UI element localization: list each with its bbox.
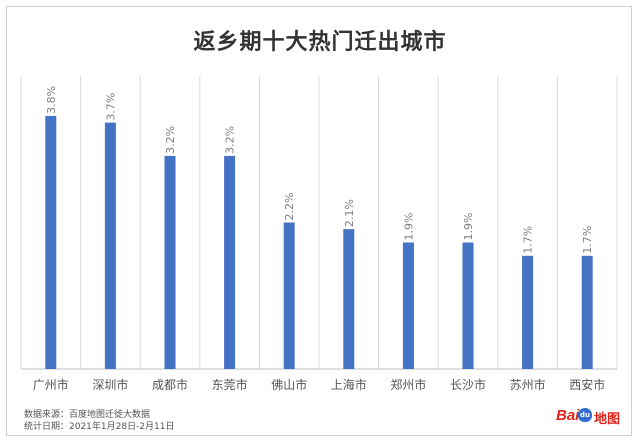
data-label: 2.2%	[283, 193, 296, 221]
x-tick-label: 上海市	[331, 377, 367, 392]
paw-icon: du	[578, 408, 592, 422]
bar	[164, 155, 176, 369]
x-tick-label: 苏州市	[510, 377, 546, 392]
bar	[343, 229, 355, 369]
bar	[581, 255, 593, 369]
data-label: 3.8%	[45, 86, 58, 114]
x-tick-label: 广州市	[33, 377, 69, 392]
logo-bai-text: Bai	[556, 407, 580, 424]
bar	[45, 115, 57, 369]
data-source-note: 数据来源：百度地图迁徙大数据	[24, 410, 151, 420]
logo-map-text: 地图	[594, 412, 621, 427]
baidu-map-logo: Bai du 地图	[556, 406, 626, 428]
x-tick-label: 西安市	[569, 377, 605, 392]
bar	[283, 222, 295, 369]
x-tick-label: 佛山市	[271, 377, 307, 392]
x-tick-label: 深圳市	[92, 377, 128, 392]
data-label: 2.1%	[343, 199, 356, 227]
date-range-note: 统计日期：2021年1月28日-2月11日	[24, 422, 175, 432]
data-label: 3.2%	[164, 126, 177, 154]
bar	[522, 255, 534, 369]
x-tick-label: 东莞市	[212, 377, 248, 392]
data-label: 3.7%	[104, 93, 117, 121]
bar	[462, 242, 474, 369]
data-label: 1.7%	[522, 226, 535, 254]
data-label: 1.7%	[581, 226, 594, 254]
x-tick-label: 成都市	[152, 377, 188, 392]
chart-title: 返乡期十大热门迁出城市	[193, 30, 447, 55]
bar	[224, 155, 236, 369]
x-tick-label: 郑州市	[390, 377, 426, 392]
bar	[402, 242, 414, 369]
bar	[104, 122, 116, 369]
x-tick-label: 长沙市	[450, 377, 486, 392]
data-label: 1.9%	[462, 213, 475, 241]
data-label: 1.9%	[402, 213, 415, 241]
data-label: 3.2%	[224, 126, 237, 154]
